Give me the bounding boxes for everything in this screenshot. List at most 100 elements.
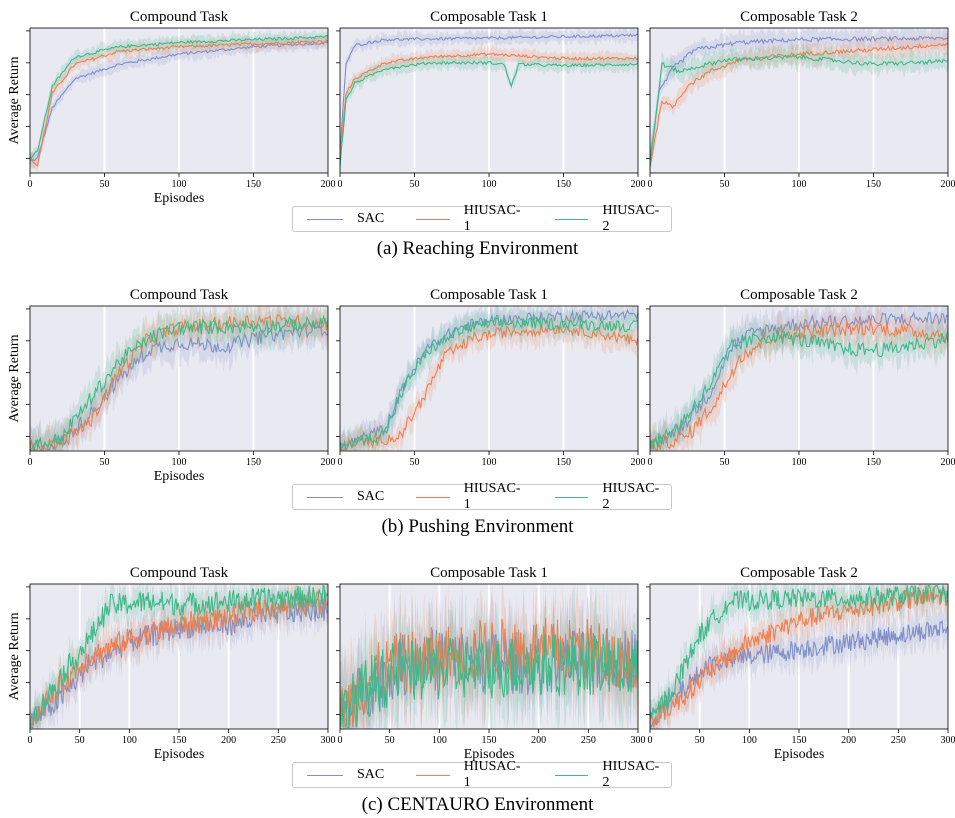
- legend-item-sac: SAC: [307, 767, 384, 783]
- x-tick-label: 100: [172, 457, 187, 468]
- chart-title: Composable Task 1: [430, 565, 548, 581]
- series-line-sac: [30, 321, 328, 451]
- series-line-hiusac-1: [650, 320, 948, 451]
- legend-label-hiusac1: HIUSAC-1: [463, 759, 521, 790]
- confidence-band-sac: [30, 34, 328, 170]
- x-axis-label: Episodes: [154, 747, 205, 762]
- x-tick-label: 0: [648, 735, 653, 746]
- x-tick-label: 0: [648, 457, 653, 468]
- plot-series-group: [650, 28, 948, 173]
- confidence-band-hiusac-2: [650, 43, 948, 173]
- x-tick-label: 0: [28, 735, 33, 746]
- confidence-band-hiusac-2: [30, 306, 328, 451]
- series-line-sac: [340, 308, 638, 450]
- chart-title: Composable Task 2: [740, 565, 858, 581]
- caption-pushing: (b) Pushing Environment: [381, 516, 574, 537]
- plot-series-group: [340, 584, 638, 729]
- chart-panel: Compound Task 0 50 100 150 200 Episodes Average…: [7, 287, 336, 484]
- x-tick-label: 100: [742, 735, 757, 746]
- series-line-sac: [650, 619, 948, 729]
- plot-series-group: [30, 584, 328, 729]
- x-tick-label: 0: [338, 179, 343, 190]
- x-axis-label: Episodes: [154, 191, 205, 206]
- chart-title: Composable Task 1: [430, 287, 548, 303]
- confidence-band-sac: [650, 306, 948, 451]
- y-axis-label: Average Return: [7, 335, 22, 423]
- x-tick-label: 200: [531, 735, 546, 746]
- x-tick-label: 200: [941, 457, 955, 468]
- x-tick-label: 200: [631, 457, 646, 468]
- chart-panel: Composable Task 1 0 50 100 150 200: [336, 287, 646, 468]
- plot-series-group: [30, 306, 328, 451]
- series-line-hiusac-1: [650, 588, 948, 728]
- x-axis-label: Episodes: [154, 469, 205, 484]
- x-tick-label: 300: [631, 735, 646, 746]
- series-line-hiusac-1: [340, 323, 638, 451]
- legend-line-sac: [307, 496, 343, 498]
- x-tick-label: 200: [321, 179, 336, 190]
- chart-panel: Composable Task 2 0 50 100 150 200 250 300 Episo…: [646, 565, 955, 762]
- x-tick-label: 150: [792, 735, 807, 746]
- x-tick-label: 50: [410, 457, 420, 468]
- x-tick-label: 150: [246, 457, 261, 468]
- chart-title: Compound Task: [130, 565, 229, 581]
- x-tick-label: 200: [631, 179, 646, 190]
- x-tick-label: 200: [941, 179, 955, 190]
- x-tick-label: 150: [246, 179, 261, 190]
- legend-centauro: SAC HIUSAC-1 HIUSAC-2: [292, 759, 672, 791]
- legend-item-hiusac1: HIUSAC-1: [416, 759, 523, 791]
- confidence-band-hiusac-1: [30, 306, 328, 451]
- x-tick-label: 100: [482, 457, 497, 468]
- x-tick-label: 200: [841, 735, 856, 746]
- series-line-hiusac-1: [30, 38, 328, 167]
- plot-series-group: [340, 306, 638, 451]
- confidence-band-hiusac-2: [30, 28, 328, 168]
- chart-title: Composable Task 2: [740, 287, 858, 303]
- chart-panel: Compound Task 0 50 100 150 200 250 300 Episodes A…: [7, 565, 336, 762]
- x-tick-label: 150: [866, 179, 881, 190]
- x-tick-label: 250: [891, 735, 906, 746]
- x-tick-label: 50: [410, 179, 420, 190]
- series-line-sac: [30, 40, 328, 162]
- plot-series-group: [650, 584, 948, 729]
- series-line-hiusac-2: [650, 53, 948, 167]
- chart-title: Composable Task 2: [740, 9, 858, 25]
- caption-reaching: (a) Reaching Environment: [376, 238, 579, 259]
- series-line-hiusac-1: [30, 590, 328, 729]
- x-tick-label: 50: [720, 179, 730, 190]
- x-tick-label: 50: [100, 179, 110, 190]
- legend-label-hiusac1: HIUSAC-1: [463, 481, 521, 512]
- chart-title: Compound Task: [130, 287, 229, 303]
- legend-label-sac: SAC: [357, 489, 385, 504]
- plot-series-group: [650, 306, 948, 451]
- legend-label-hiusac2: HIUSAC-2: [602, 759, 660, 790]
- legend-item-hiusac2: HIUSAC-2: [555, 481, 662, 513]
- x-tick-label: 0: [338, 457, 343, 468]
- legend-line-sac: [307, 218, 343, 220]
- x-tick-label: 150: [556, 179, 571, 190]
- x-tick-label: 150: [866, 457, 881, 468]
- x-axis-label: Episodes: [464, 747, 515, 762]
- x-tick-label: 200: [321, 457, 336, 468]
- legend-line-hiusac2: [555, 218, 589, 220]
- x-tick-label: 0: [28, 179, 33, 190]
- x-tick-label: 150: [172, 735, 187, 746]
- x-tick-label: 300: [321, 735, 336, 746]
- y-axis-label: Average Return: [7, 613, 22, 701]
- series-line-hiusac-2: [30, 584, 328, 729]
- series-line-hiusac-2: [340, 60, 638, 167]
- x-tick-label: 50: [100, 457, 110, 468]
- confidence-band-hiusac-2: [650, 309, 948, 451]
- x-tick-label: 300: [941, 735, 955, 746]
- x-tick-label: 50: [75, 735, 85, 746]
- legend-line-hiusac1: [416, 218, 450, 220]
- chart-panel: Composable Task 1 0 50 100 150 200: [336, 9, 646, 190]
- x-tick-label: 100: [432, 735, 447, 746]
- legend-label-hiusac2: HIUSAC-2: [602, 481, 660, 512]
- legend-item-hiusac1: HIUSAC-1: [416, 481, 523, 513]
- chart-panel: Compound Task 0 50 100 150 200 Episodes Average…: [7, 9, 336, 206]
- confidence-band-sac: [650, 28, 948, 169]
- x-tick-label: 0: [28, 457, 33, 468]
- x-tick-label: 50: [695, 735, 705, 746]
- series-line-hiusac-1: [650, 42, 948, 167]
